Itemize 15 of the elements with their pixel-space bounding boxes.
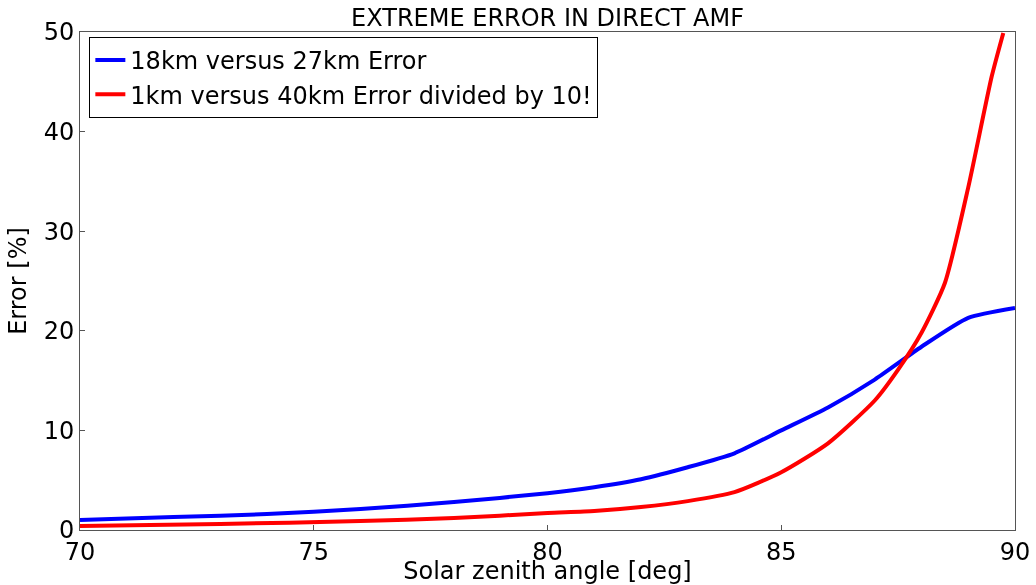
y-tick-label: 50 xyxy=(43,18,75,47)
y-tick-label: 40 xyxy=(43,118,75,146)
line-series xyxy=(80,305,1015,523)
x-tick-label: 85 xyxy=(765,537,797,566)
legend-label: 1km versus 40km Error divided by 10! xyxy=(130,81,592,110)
x-tick-label: 90 xyxy=(999,537,1031,566)
y-tick-label: 10 xyxy=(43,416,75,445)
y-axis-title: Error [%] xyxy=(3,227,32,335)
y-tick-label: 30 xyxy=(43,217,75,246)
y-tick-label: 20 xyxy=(43,317,75,346)
x-tick-label: 75 xyxy=(298,537,330,566)
line-series xyxy=(80,32,1006,529)
legend-label: 18km versus 27km Error xyxy=(130,47,427,76)
chart-title: EXTREME ERROR IN DIRECT AMF xyxy=(351,3,744,32)
x-tick-label: 70 xyxy=(64,537,96,566)
